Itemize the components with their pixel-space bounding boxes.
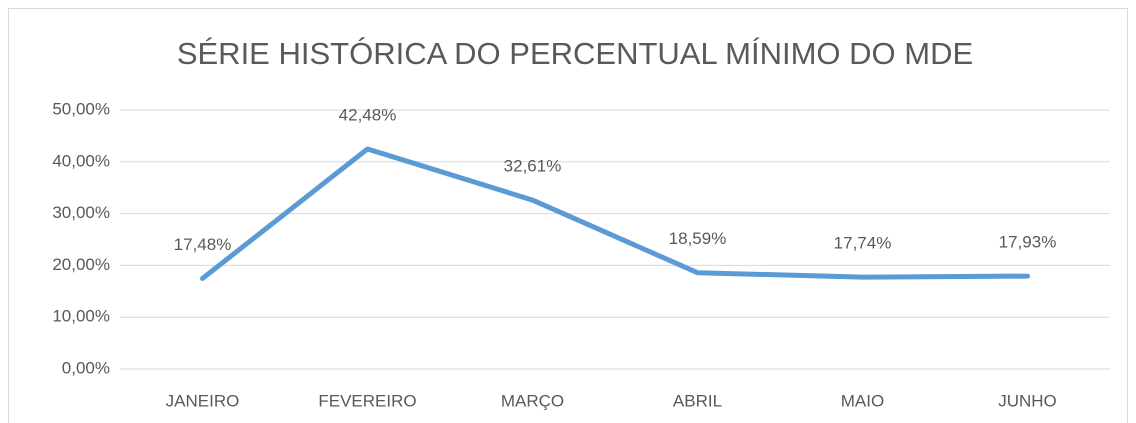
x-tick-label: JANEIRO bbox=[166, 391, 240, 410]
y-tick-label: 20,00% bbox=[52, 255, 110, 274]
y-tick-label: 50,00% bbox=[52, 99, 110, 118]
data-label: 17,48% bbox=[174, 235, 232, 254]
y-tick-label: 10,00% bbox=[52, 307, 110, 326]
x-tick-label: FEVEREIRO bbox=[318, 391, 416, 410]
y-tick-label: 0,00% bbox=[62, 358, 110, 377]
data-label: 17,93% bbox=[999, 233, 1057, 252]
data-label: 18,59% bbox=[669, 229, 727, 248]
data-label: 32,61% bbox=[504, 157, 562, 176]
x-tick-label: ABRIL bbox=[673, 391, 722, 410]
data-line bbox=[200, 146, 1030, 281]
x-tick-label: JUNHO bbox=[998, 391, 1057, 410]
data-label: 42,48% bbox=[339, 105, 397, 124]
chart-title: SÉRIE HISTÓRICA DO PERCENTUAL MÍNIMO DO … bbox=[177, 36, 973, 71]
x-tick-label: MARÇO bbox=[501, 391, 564, 410]
y-tick-label: 40,00% bbox=[52, 151, 110, 170]
x-tick-label: MAIO bbox=[841, 391, 884, 410]
data-label: 17,74% bbox=[834, 234, 892, 253]
y-tick-label: 30,00% bbox=[52, 203, 110, 222]
